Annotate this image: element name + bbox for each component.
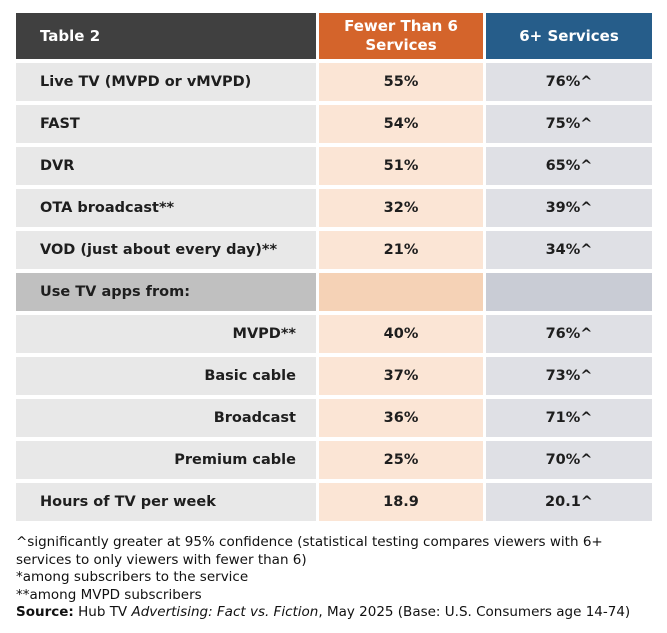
row: VOD (just about every day)** 21% 34%^ [16,231,652,269]
row: Broadcast 36% 71%^ [16,399,652,437]
cell: FAST [16,105,316,143]
header-cell: 6+ Services [486,13,652,59]
cell: 65%^ [486,147,652,185]
cell: 32% [319,189,483,227]
cell: 18.9 [319,483,483,521]
data-table: Table 2 Fewer Than 6 Services 6+ Service… [13,9,655,525]
cell: Broadcast [16,399,316,437]
cell: 71%^ [486,399,652,437]
footnote: ^significantly greater at 95% confidence… [16,534,603,568]
row: MVPD** 40% 76%^ [16,315,652,353]
footnote: **among MVPD subscribers [16,586,202,603]
cell: 73%^ [486,357,652,395]
cell: DVR [16,147,316,185]
row: Premium cable 25% 70%^ [16,441,652,479]
row: FAST 54% 75%^ [16,105,652,143]
header-cell: Table 2 [16,13,316,59]
section-row: Use TV apps from: [16,273,652,311]
row: DVR 51% 65%^ [16,147,652,185]
cell: 34%^ [486,231,652,269]
cell: 51% [319,147,483,185]
cell: VOD (just about every day)** [16,231,316,269]
cell: Use TV apps from: [16,273,316,311]
empty-cell [486,273,652,311]
row: Hours of TV per week 18.9 20.1^ [16,483,652,521]
row: OTA broadcast** 32% 39%^ [16,189,652,227]
cell: OTA broadcast** [16,189,316,227]
row: Basic cable 37% 73%^ [16,357,652,395]
footnote: *among subscribers to the service [16,569,249,585]
source-label: Source: [16,604,74,620]
cell: 39%^ [486,189,652,227]
cell: 55% [319,63,483,101]
empty-cell [319,273,483,311]
cell: 70%^ [486,441,652,479]
cell: MVPD** [16,315,316,353]
header-cell: Fewer Than 6 Services [319,13,483,59]
cell: 40% [319,315,483,353]
footnotes: ^significantly greater at 95% confidence… [16,534,656,622]
cell: Hours of TV per week [16,483,316,521]
cell: 76%^ [486,63,652,101]
header-row: Table 2 Fewer Than 6 Services 6+ Service… [16,13,652,59]
cell: 20.1^ [486,483,652,521]
source-title: Advertising: Fact vs. Fiction [131,604,319,620]
cell: 76%^ [486,315,652,353]
source: Source: Hub TV Advertising: Fact vs. Fic… [16,604,656,622]
cell: 36% [319,399,483,437]
source-text: , May 2025 (Base: U.S. Consumers age 14-… [318,604,631,620]
source-text: Hub TV [73,604,132,620]
cell: Premium cable [16,441,316,479]
cell: 25% [319,441,483,479]
cell: 21% [319,231,483,269]
cell: 37% [319,357,483,395]
cell: Basic cable [16,357,316,395]
cell: 75%^ [486,105,652,143]
cell: 54% [319,105,483,143]
row: Live TV (MVPD or vMVPD) 55% 76%^ [16,63,652,101]
cell: Live TV (MVPD or vMVPD) [16,63,316,101]
